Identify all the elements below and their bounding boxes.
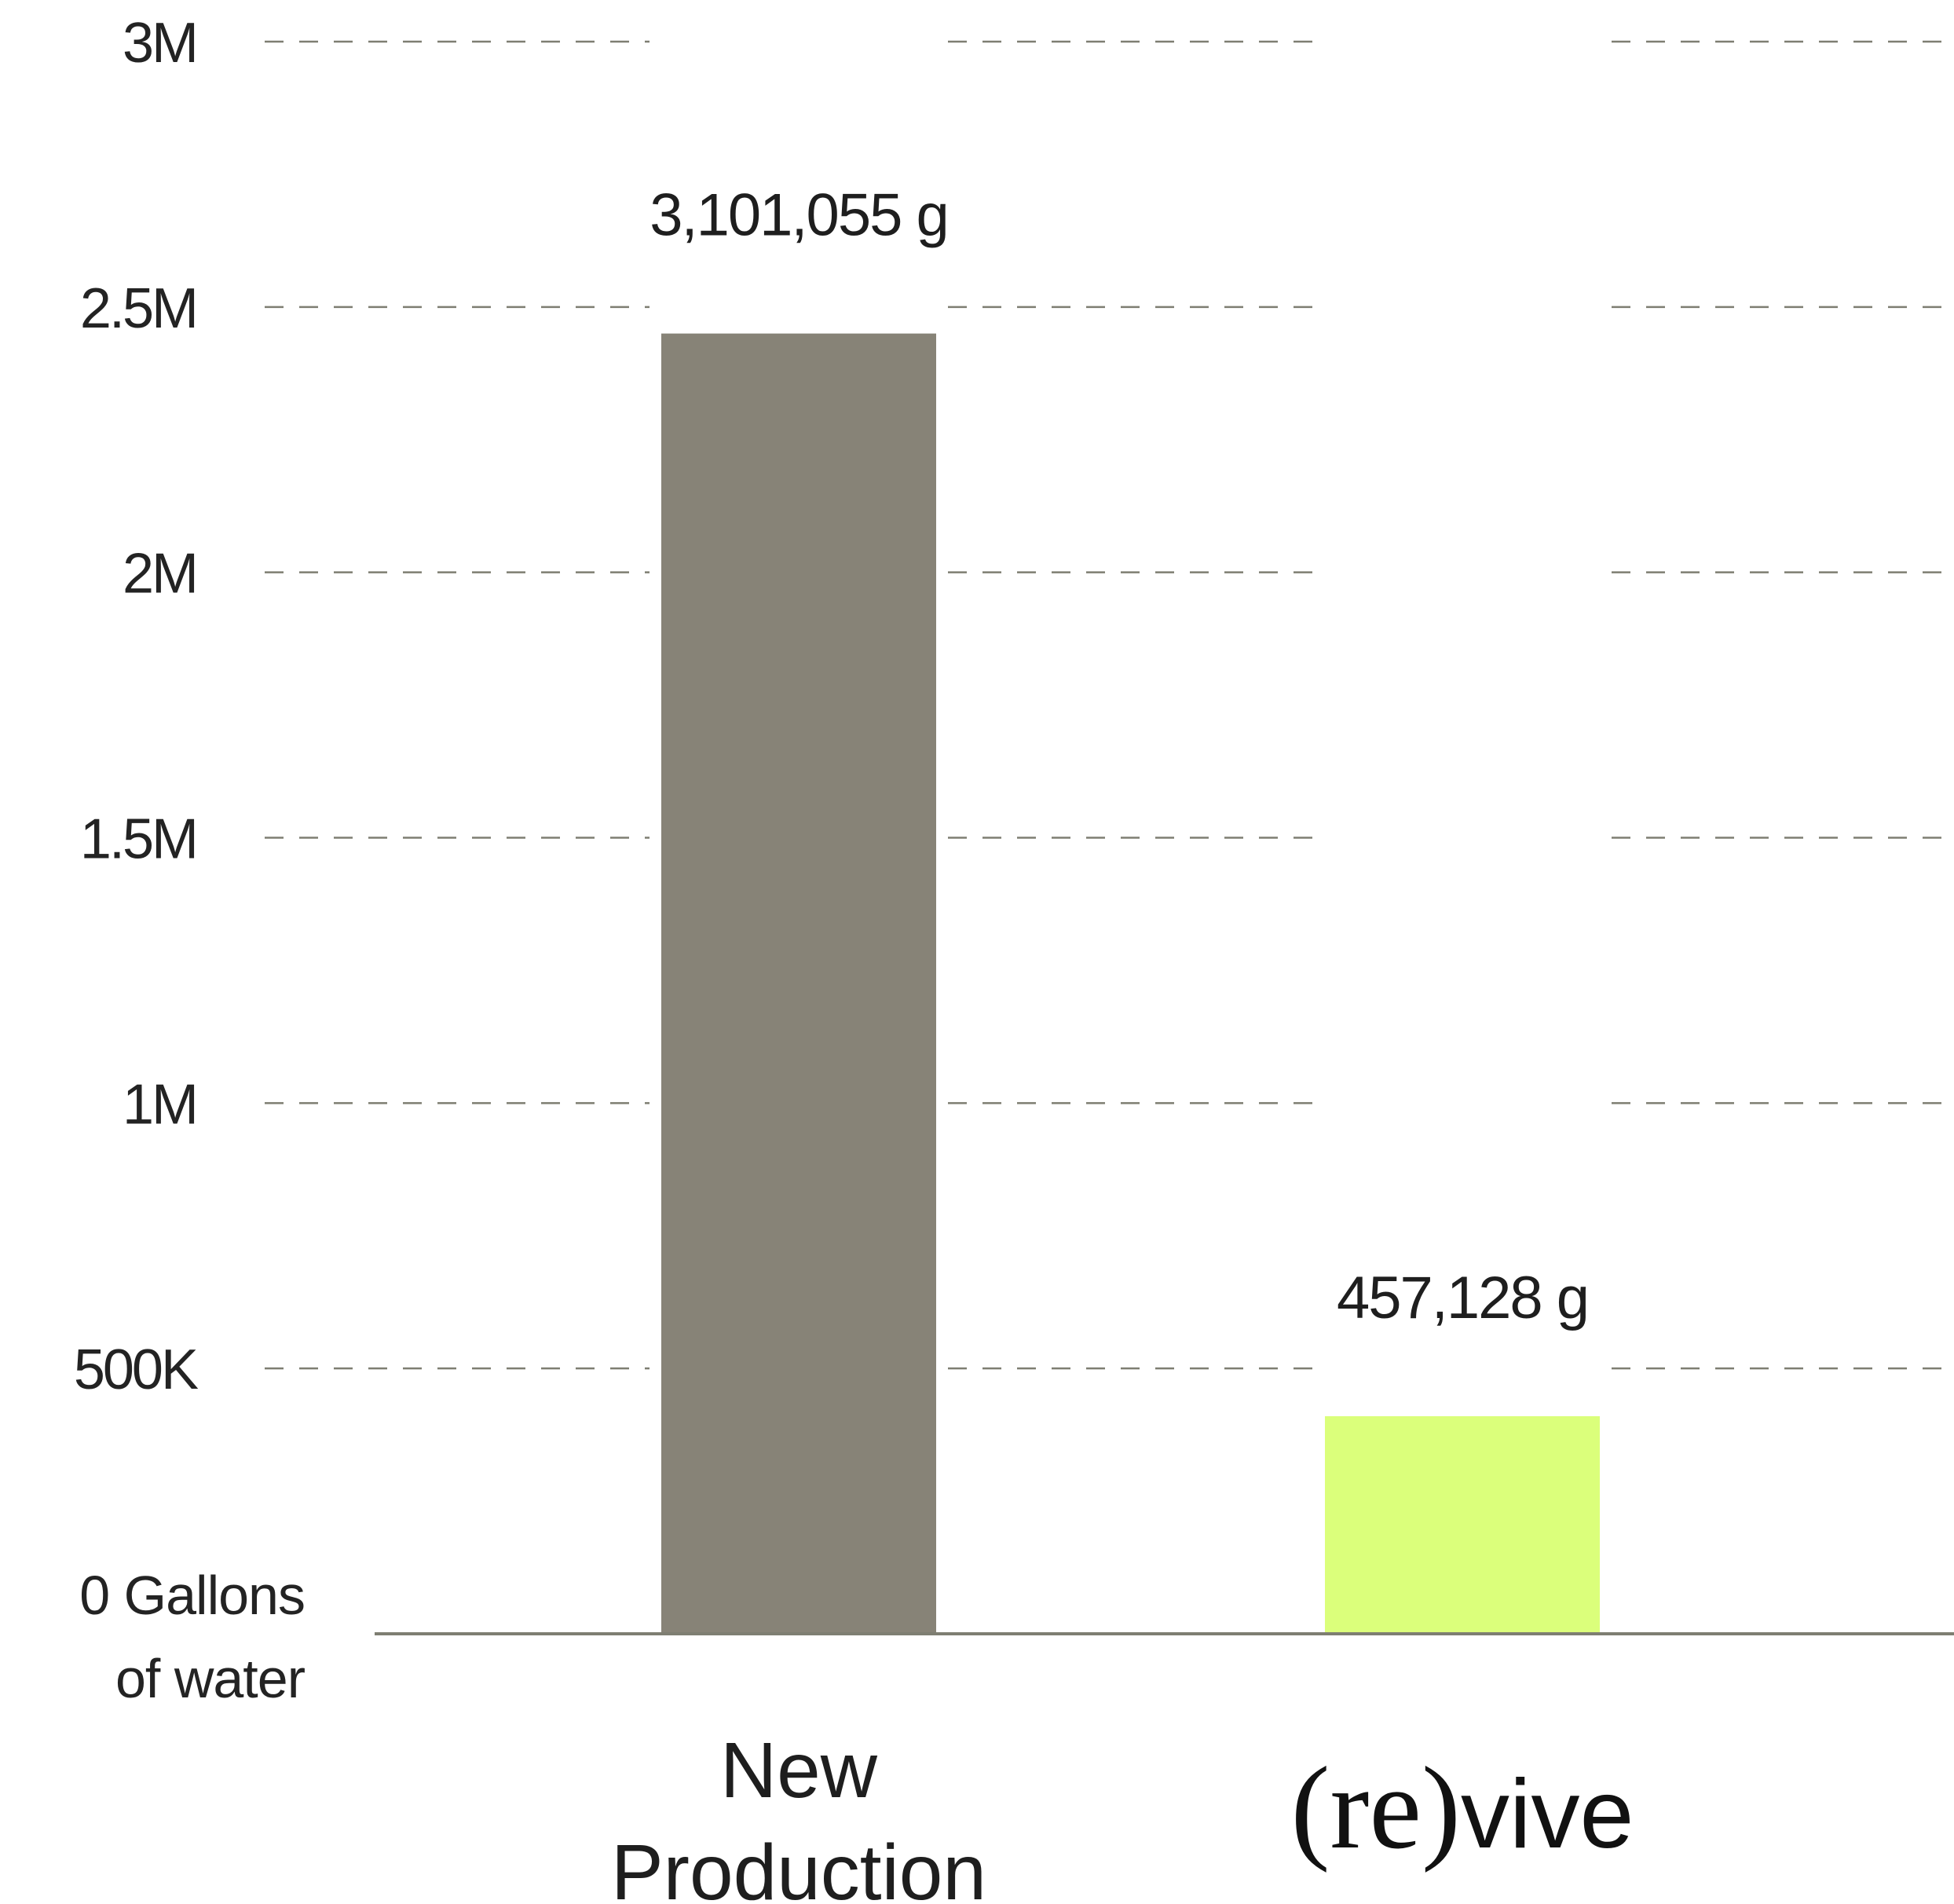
bar-value-labels: 3,101,055 g 457,128 g	[650, 182, 1590, 1331]
category-label-line: Production	[611, 1829, 986, 1904]
brand-prefix: (re)	[1291, 1743, 1461, 1873]
category-label-revive: (re)vive	[1291, 1743, 1634, 1873]
bars	[661, 333, 1600, 1634]
y-tick-label: 1.5M	[80, 808, 196, 871]
y-tick-label: 2.5M	[80, 277, 196, 340]
y-tick-label: 2M	[123, 543, 196, 606]
y-tick-label: 1M	[123, 1073, 196, 1136]
y-tick-label: 3M	[123, 12, 196, 75]
category-label-line: New	[720, 1726, 878, 1814]
category-labels: New Production (re)vive	[611, 1726, 1634, 1904]
bar-value-label: 3,101,055 g	[650, 182, 948, 249]
y-tick-label: 500K	[74, 1338, 199, 1401]
y-axis-tick-labels: 3M 2.5M 2M 1.5M 1M 500K	[74, 12, 201, 1401]
baseline-label-line: of water	[115, 1648, 306, 1709]
bar-value-label: 457,128 g	[1337, 1265, 1588, 1331]
bar-revive	[1325, 1415, 1600, 1634]
baseline-label: 0 Gallons of water	[79, 1565, 306, 1709]
bar-new-production	[661, 333, 936, 1634]
gridlines	[265, 40, 1954, 1370]
baseline-label-line: 0 Gallons	[79, 1565, 305, 1626]
brand-suffix: vive	[1461, 1760, 1634, 1869]
